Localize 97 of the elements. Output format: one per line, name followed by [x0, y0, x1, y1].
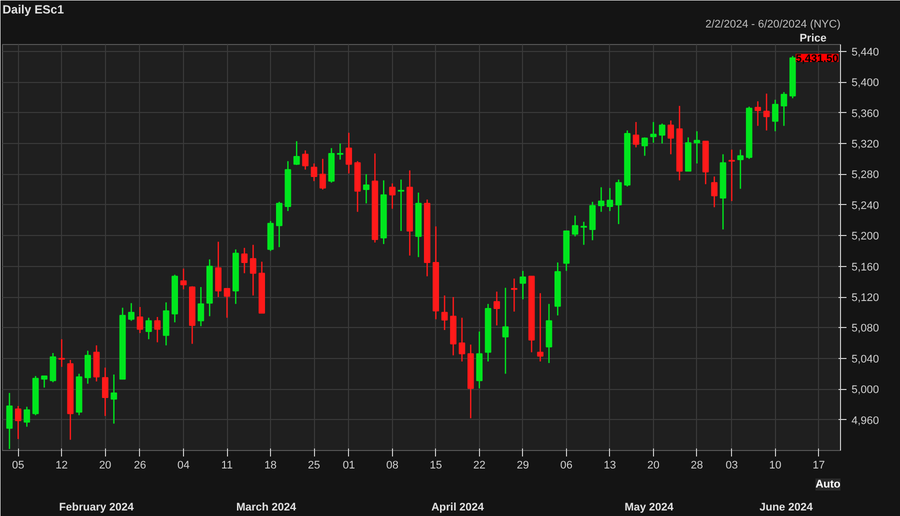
- candlestick: [642, 136, 648, 156]
- candlestick: [694, 130, 700, 164]
- candlestick: [250, 244, 256, 296]
- x-tick-label: 22: [473, 460, 486, 472]
- candlestick: [84, 350, 91, 384]
- candlestick: [772, 99, 778, 132]
- y-tick-label: 4,960: [852, 414, 880, 427]
- candlestick: [136, 306, 144, 334]
- candlestick: [346, 132, 352, 174]
- x-tick-label: 03: [726, 460, 738, 472]
- x-tick-label: 25: [308, 460, 320, 472]
- candlestick: [154, 316, 161, 343]
- x-tick-label: 20: [647, 460, 660, 472]
- y-tick-label: 5,040: [852, 353, 880, 366]
- x-tick-label: 01: [342, 460, 355, 472]
- candlestick: [632, 121, 640, 148]
- chart-title: Daily ESc1: [2, 2, 64, 16]
- candlestick: [389, 182, 396, 210]
- y-tick-label: 5,360: [852, 108, 880, 120]
- candlestick: [780, 91, 788, 127]
- x-tick-label: 11: [221, 460, 233, 472]
- candlestick: [336, 142, 344, 160]
- chart-subtitle: 2/2/2024 - 6/20/2024 (NYC): [705, 18, 841, 30]
- candlestick: [310, 162, 318, 182]
- y-tick-label: 5,400: [852, 77, 880, 90]
- candlestick: [510, 278, 518, 312]
- candlestick: [302, 150, 309, 170]
- y-tick-label: 5,080: [852, 322, 880, 335]
- x-tick-label: 26: [134, 460, 146, 472]
- candlestick: [24, 406, 30, 428]
- candlestick: [572, 215, 578, 238]
- candlestick: [763, 92, 770, 132]
- candlestick: [215, 241, 222, 298]
- candlestick: [615, 178, 622, 225]
- y-axis-title: Price: [800, 32, 827, 44]
- candlestick: [598, 186, 604, 212]
- candlestick: [728, 148, 735, 202]
- candlestick: [224, 288, 230, 318]
- candlestick: [441, 294, 448, 331]
- y-tick-label: 5,200: [852, 230, 880, 243]
- candlestick: [41, 375, 48, 388]
- x-tick-label: 05: [12, 460, 24, 472]
- candlestick: [145, 317, 152, 340]
- candlestick: [58, 338, 65, 368]
- text: June 2024: [760, 502, 814, 514]
- x-tick-label: 18: [264, 460, 277, 472]
- y-tick-label: 5,160: [852, 261, 880, 274]
- candlestick: [737, 148, 744, 190]
- y-tick-label: 5,440: [852, 46, 880, 58]
- y-tick-label: 5,000: [852, 384, 880, 396]
- candlestick: [50, 352, 56, 383]
- candlestick: [580, 221, 587, 246]
- candlestick: [668, 120, 674, 155]
- candlestick: [458, 317, 466, 362]
- candlestick: [320, 158, 326, 190]
- text: April 2024: [431, 502, 485, 514]
- y-tick-label: 5,320: [852, 138, 880, 151]
- x-tick-label: 13: [604, 460, 616, 472]
- x-tick-label: 10: [769, 460, 782, 472]
- candlestick: [241, 247, 248, 274]
- candlestick: [589, 201, 596, 241]
- x-tick-label: 15: [430, 460, 442, 472]
- x-tick-label: 17: [812, 460, 825, 472]
- candlestick: [293, 140, 300, 166]
- candlestick: [537, 292, 544, 362]
- x-tick-label: 04: [177, 460, 190, 472]
- candlestick: [128, 302, 134, 322]
- y-tick-label: 5,240: [852, 200, 880, 212]
- candlestick: [180, 268, 187, 290]
- annotation: 5,431.50: [796, 52, 839, 65]
- candlestick: [711, 176, 718, 208]
- text: March 2024: [236, 502, 298, 514]
- candlestick: [754, 100, 762, 127]
- text: Auto: [815, 478, 841, 490]
- candlestick: [6, 392, 13, 450]
- text: February 2024: [59, 502, 135, 514]
- candlestick: [502, 287, 509, 374]
- candlestick: [102, 366, 108, 417]
- y-tick-label: 5,280: [852, 169, 880, 182]
- x-tick-label: 20: [99, 460, 112, 472]
- candlestick: [658, 122, 666, 144]
- candlestick: [276, 201, 282, 248]
- candlestick: [110, 374, 118, 424]
- candlestick: [363, 174, 370, 204]
- x-tick-label: 06: [560, 460, 573, 472]
- y-tick-label: 5,120: [852, 292, 880, 304]
- x-tick-label: 29: [516, 460, 530, 472]
- candlestick: [650, 121, 657, 144]
- x-tick-label: 08: [386, 460, 398, 472]
- candlestick: [606, 187, 614, 212]
- candlestick: [494, 290, 500, 326]
- text: May 2024: [624, 502, 674, 514]
- candlestick: [14, 405, 22, 440]
- x-tick-label: 12: [56, 460, 68, 472]
- candlestick: [520, 270, 526, 300]
- candlestick: [198, 286, 204, 327]
- x-tick-label: 28: [690, 460, 704, 472]
